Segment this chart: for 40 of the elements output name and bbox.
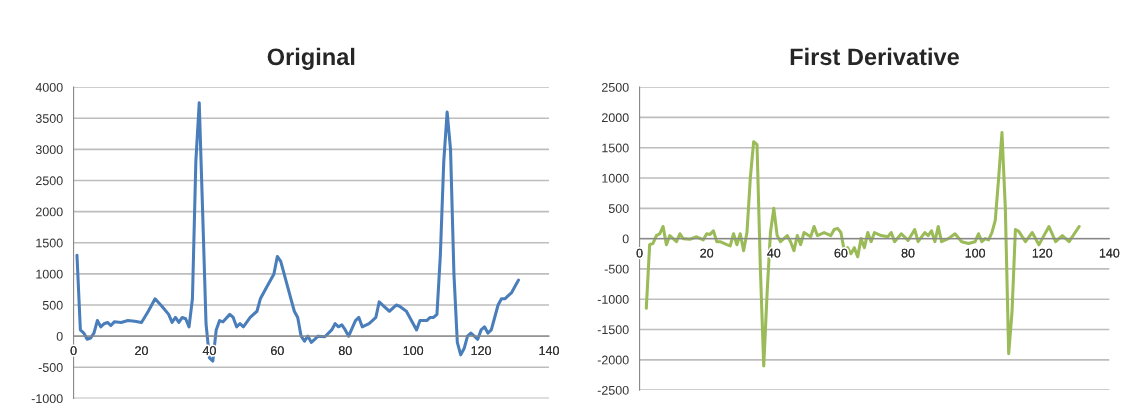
y-tick-label: -1500 — [597, 325, 629, 335]
y-tick-label: 1000 — [36, 269, 63, 279]
y-tick-label: 500 — [42, 300, 63, 310]
y-tick-label: 2000 — [601, 113, 629, 123]
x-tick-label: 80 — [338, 346, 352, 356]
x-tick-label: 140 — [539, 346, 559, 356]
y-tick-label: 2500 — [601, 82, 629, 92]
y-tick-label: 0 — [622, 234, 629, 244]
x-tick-label: 60 — [271, 346, 284, 356]
x-tick-label: 100 — [403, 346, 424, 356]
x-tick-label: 100 — [965, 248, 986, 258]
x-tick-label: 120 — [1032, 248, 1053, 258]
line-series — [75, 101, 520, 363]
y-tick-label: 1500 — [602, 143, 629, 153]
y-tick-label: 2500 — [35, 176, 63, 186]
x-tick-label: 0 — [70, 346, 77, 356]
y-tick-label: 4000 — [35, 82, 63, 92]
x-tick-label: 20 — [700, 248, 714, 258]
y-tick-label: -2000 — [597, 355, 629, 365]
y-tick-label: 3000 — [35, 145, 63, 155]
chart-title: First Derivative — [790, 47, 959, 66]
chart-title: Original — [267, 47, 355, 70]
y-tick-label: 0 — [56, 331, 63, 341]
y-tick-label: 1000 — [602, 173, 629, 183]
y-tick-label: -1000 — [31, 394, 63, 404]
x-tick-label: 80 — [901, 248, 915, 258]
x-tick-label: 0 — [636, 248, 643, 258]
x-tick-label: 60 — [834, 248, 848, 258]
line-series — [644, 131, 1081, 368]
y-tick-label: -2500 — [597, 385, 629, 395]
x-tick-label: 120 — [471, 346, 492, 356]
y-tick-label: -500 — [604, 264, 629, 274]
x-tick-label: 20 — [135, 346, 148, 356]
y-tick-label: 2000 — [35, 207, 63, 217]
y-tick-label: 1500 — [36, 238, 63, 248]
y-tick-label: -500 — [38, 363, 63, 372]
y-tick-label: -1000 — [597, 295, 629, 304]
y-tick-label: 500 — [608, 204, 629, 213]
y-tick-label: 3500 — [35, 114, 63, 123]
x-tick-label: 140 — [1099, 248, 1120, 258]
